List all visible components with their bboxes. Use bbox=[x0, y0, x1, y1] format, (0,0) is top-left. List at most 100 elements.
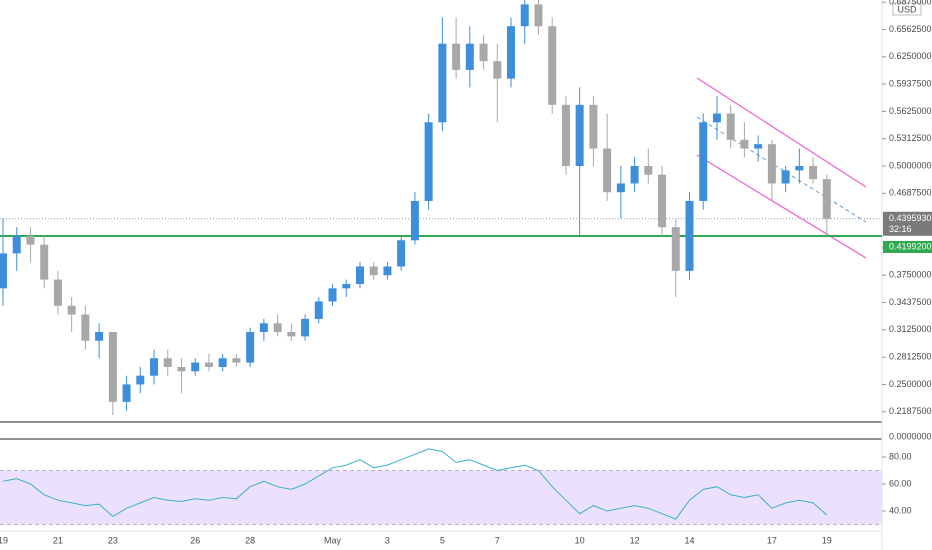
candle-body bbox=[191, 362, 200, 372]
candle-body bbox=[67, 305, 76, 315]
x-tick-label: 17 bbox=[767, 535, 777, 545]
candle-body bbox=[644, 166, 653, 175]
candle-body bbox=[369, 266, 378, 276]
candle-body bbox=[273, 323, 282, 333]
y-tick-label: 0.6250000 bbox=[889, 51, 932, 61]
candle-body bbox=[754, 144, 763, 149]
candle-body bbox=[12, 235, 21, 254]
candle-body bbox=[630, 166, 639, 184]
rsi-band-fill bbox=[0, 470, 882, 525]
x-tick-label: 7 bbox=[495, 535, 500, 545]
candle-body bbox=[616, 183, 625, 193]
y-tick-label: 0.4687500 bbox=[889, 188, 932, 198]
candle-body bbox=[136, 375, 145, 385]
candle-body bbox=[671, 227, 680, 271]
rsi-line bbox=[2, 448, 828, 520]
channel-line bbox=[696, 154, 867, 259]
candle-body bbox=[699, 122, 708, 201]
candle-body bbox=[150, 358, 159, 376]
candle-body bbox=[163, 358, 172, 367]
candle-body bbox=[589, 104, 598, 149]
candle-body bbox=[95, 332, 104, 341]
y-tick-label: 0.3437500 bbox=[889, 297, 932, 307]
candle-body bbox=[301, 318, 310, 337]
candle-body bbox=[658, 174, 667, 228]
candle-body bbox=[452, 43, 461, 70]
candle-body bbox=[108, 332, 117, 402]
x-tick-label: 10 bbox=[575, 535, 585, 545]
candle-body bbox=[534, 4, 543, 27]
candle-body bbox=[781, 170, 790, 184]
candle-body bbox=[424, 122, 433, 201]
y-tick-label: 0.2812500 bbox=[889, 352, 932, 362]
candle-body bbox=[122, 384, 131, 402]
x-tick-label: 26 bbox=[190, 535, 200, 545]
candle-body bbox=[575, 104, 584, 167]
x-tick-label: 19 bbox=[0, 535, 8, 545]
candle-body bbox=[26, 235, 35, 245]
y-tick-label: 0.6875000 bbox=[889, 0, 932, 7]
x-tick-label: May bbox=[324, 535, 342, 545]
support-label: 0.4199200 bbox=[889, 241, 932, 251]
candle-body bbox=[712, 113, 721, 123]
candle-body bbox=[822, 179, 831, 219]
y-tick-label: 0.2500000 bbox=[889, 379, 932, 389]
countdown: 32:16 bbox=[889, 224, 912, 234]
rsi-tick-label: 80.00 bbox=[889, 451, 912, 461]
candle-body bbox=[177, 366, 186, 372]
candle-body bbox=[0, 253, 7, 289]
x-tick-label: 28 bbox=[245, 535, 255, 545]
y-tick-label: 0.5000000 bbox=[889, 160, 932, 170]
candle-body bbox=[53, 279, 62, 306]
candle-body bbox=[685, 200, 694, 271]
candle-body bbox=[218, 358, 227, 367]
x-tick-label: 12 bbox=[630, 535, 640, 545]
candle-body bbox=[314, 301, 323, 319]
candle-body bbox=[548, 26, 557, 105]
candle-body bbox=[81, 314, 90, 341]
rsi-tick-label: 40.00 bbox=[889, 505, 912, 515]
candle-body bbox=[479, 43, 488, 62]
y-tick-label: 0.5937500 bbox=[889, 78, 932, 88]
candle-body bbox=[438, 43, 447, 123]
x-tick-label: 3 bbox=[385, 535, 390, 545]
candle-body bbox=[246, 332, 255, 363]
candle-body bbox=[809, 166, 818, 180]
currency: USD bbox=[897, 4, 917, 14]
candle-body bbox=[232, 358, 241, 363]
candle-body bbox=[740, 139, 749, 149]
y-tick-label: 0.2187500 bbox=[889, 406, 932, 416]
y-tick-label: 0.5625000 bbox=[889, 106, 932, 116]
candle-body bbox=[493, 61, 502, 79]
candle-body bbox=[767, 144, 776, 184]
rsi-tick-label: 60.00 bbox=[889, 478, 912, 488]
candle-body bbox=[795, 166, 804, 171]
candle-body bbox=[40, 244, 49, 280]
x-tick-label: 5 bbox=[440, 535, 445, 545]
candle-body bbox=[520, 4, 529, 27]
volume-axis-label: 0.0000000 bbox=[889, 431, 932, 441]
candle-body bbox=[287, 332, 296, 337]
candle-body bbox=[383, 266, 392, 276]
candle-body bbox=[355, 266, 364, 284]
y-tick-label: 0.5312500 bbox=[889, 133, 932, 143]
candle-body bbox=[726, 113, 735, 140]
candle-body bbox=[328, 288, 337, 302]
y-tick-label: 0.6562500 bbox=[889, 24, 932, 34]
candle-body bbox=[342, 283, 351, 289]
candle-body bbox=[204, 362, 213, 367]
x-tick-label: 21 bbox=[53, 535, 63, 545]
candle-body bbox=[603, 148, 612, 193]
channel-median bbox=[696, 116, 867, 223]
support-tag bbox=[883, 240, 932, 253]
x-tick-label: 19 bbox=[822, 535, 832, 545]
y-tick-label: 0.3125000 bbox=[889, 324, 932, 334]
currency-box bbox=[892, 2, 922, 16]
x-tick-label: 23 bbox=[108, 535, 118, 545]
candle-body bbox=[507, 26, 516, 79]
current-price-tag bbox=[883, 211, 932, 236]
x-tick-label: 14 bbox=[684, 535, 694, 545]
candle-body bbox=[465, 43, 474, 70]
